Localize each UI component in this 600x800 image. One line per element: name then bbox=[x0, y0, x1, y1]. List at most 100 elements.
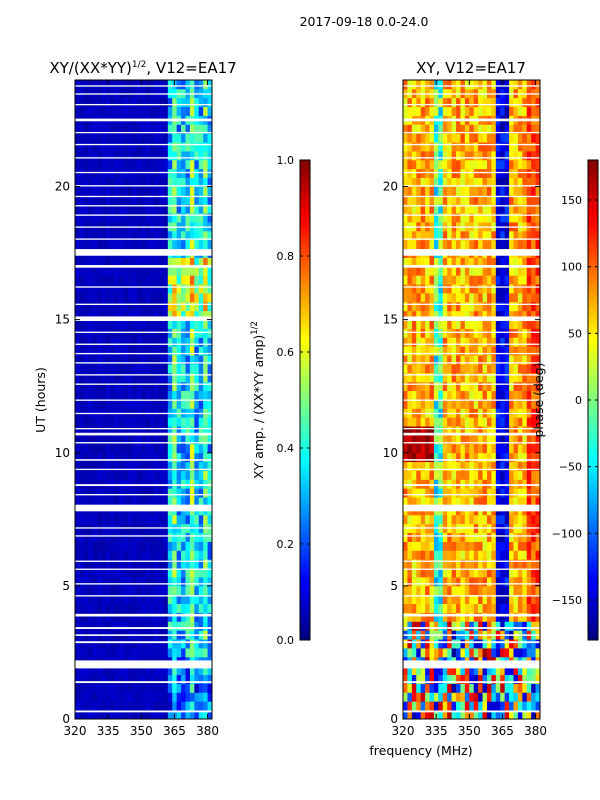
amplitude-cell bbox=[123, 284, 129, 294]
amplitude-cell bbox=[136, 577, 142, 587]
phase-cell bbox=[526, 186, 532, 196]
phase-cell bbox=[451, 665, 457, 676]
phase-cell bbox=[420, 594, 426, 605]
phase-cell bbox=[425, 266, 430, 276]
phase-cell bbox=[411, 568, 417, 578]
phase-cell bbox=[403, 594, 408, 605]
amplitude-cell bbox=[172, 346, 178, 356]
amplitude-cell bbox=[114, 124, 120, 134]
phase-cell bbox=[416, 177, 422, 187]
amplitude-cell bbox=[132, 710, 138, 720]
amplitude-cell bbox=[79, 372, 85, 383]
amplitude-cell bbox=[181, 577, 186, 587]
phase-cell bbox=[478, 417, 483, 427]
amplitude-cell bbox=[163, 381, 169, 392]
amplitude-cell bbox=[128, 665, 133, 676]
phase-cell bbox=[403, 381, 408, 392]
phase-cell bbox=[509, 284, 514, 294]
amplitude-cell bbox=[141, 372, 147, 383]
amplitude-cell bbox=[158, 443, 164, 454]
amplitude-cell bbox=[145, 328, 151, 338]
amplitude-cell bbox=[145, 159, 151, 170]
amplitude-data-gap bbox=[75, 265, 212, 268]
phase-cell bbox=[438, 355, 444, 365]
phase-cell bbox=[478, 381, 483, 392]
phase-cell bbox=[473, 124, 479, 134]
amplitude-cell bbox=[101, 80, 107, 90]
amplitude-cell bbox=[132, 133, 138, 143]
phase-cell bbox=[491, 186, 497, 196]
amplitude-cell bbox=[136, 648, 142, 658]
amplitude-cell bbox=[132, 239, 138, 250]
amplitude-cell bbox=[163, 239, 169, 250]
phase-cell bbox=[403, 612, 408, 622]
amplitude-cell bbox=[172, 204, 178, 214]
amplitude-cell bbox=[92, 204, 98, 214]
amplitude-cell bbox=[207, 106, 213, 116]
phase-cell bbox=[531, 328, 536, 338]
phase-cell bbox=[456, 239, 461, 250]
amplitude-cell bbox=[88, 452, 94, 463]
phase-cell bbox=[425, 177, 430, 187]
amplitude-cell bbox=[75, 124, 80, 134]
phase-cell bbox=[456, 80, 461, 90]
phase-cell bbox=[429, 328, 435, 338]
amplitude-cell bbox=[128, 266, 133, 276]
amplitude-cell bbox=[92, 701, 98, 711]
phase-cell bbox=[420, 532, 426, 542]
phase-cell bbox=[473, 195, 479, 205]
amplitude-cell bbox=[97, 621, 102, 631]
phase-cell bbox=[442, 710, 448, 720]
amplitude-cell bbox=[92, 177, 98, 187]
amplitude-cell bbox=[181, 239, 186, 250]
phase-cell bbox=[460, 461, 466, 471]
amplitude-cell bbox=[110, 399, 116, 409]
amplitude-cell bbox=[83, 692, 89, 702]
amplitude-cell bbox=[128, 284, 133, 294]
phase-cell bbox=[433, 621, 439, 631]
amplitude-cell bbox=[145, 124, 151, 134]
phase-cell bbox=[429, 639, 435, 649]
phase-cell bbox=[522, 213, 528, 223]
amplitude-cell bbox=[181, 346, 186, 356]
amplitude-cell bbox=[207, 346, 213, 356]
phase-cell bbox=[456, 337, 461, 347]
phase-cell bbox=[442, 488, 448, 498]
phase-cell bbox=[522, 550, 528, 560]
amplitude-cell bbox=[181, 80, 186, 90]
amplitude-cell bbox=[150, 266, 155, 276]
amplitude-cell bbox=[136, 514, 142, 525]
phase-cell bbox=[495, 151, 501, 161]
phase-cell bbox=[438, 186, 444, 196]
amplitude-cell bbox=[163, 692, 169, 702]
amplitude-cell bbox=[181, 532, 186, 542]
phase-data-gap bbox=[403, 214, 540, 216]
amplitude-cell bbox=[194, 443, 200, 454]
phase-cell bbox=[513, 470, 519, 480]
amplitude-cell bbox=[207, 577, 213, 587]
amplitude-cell bbox=[119, 594, 125, 605]
phase-cell bbox=[407, 355, 413, 365]
phase-cell bbox=[442, 230, 448, 241]
amplitude-cell bbox=[194, 124, 200, 134]
amplitude-cell bbox=[176, 97, 182, 108]
amplitude-cell bbox=[145, 577, 151, 587]
phase-cell bbox=[433, 426, 439, 436]
amplitude-cell bbox=[123, 364, 129, 374]
amplitude-cell bbox=[110, 230, 116, 241]
phase-cell bbox=[451, 124, 457, 134]
amplitude-cell bbox=[75, 479, 80, 489]
phase-cell bbox=[522, 639, 528, 649]
phase-cell bbox=[456, 443, 461, 454]
phase-cell bbox=[482, 106, 488, 116]
amplitude-cell bbox=[88, 319, 94, 329]
phase-cell bbox=[447, 488, 453, 498]
amplitude-cell bbox=[189, 577, 195, 587]
amplitude-cell bbox=[189, 541, 195, 551]
phase-cell bbox=[531, 204, 536, 214]
phase-cell bbox=[438, 346, 444, 356]
amplitude-cell bbox=[158, 426, 164, 436]
amplitude-cell bbox=[119, 612, 125, 622]
